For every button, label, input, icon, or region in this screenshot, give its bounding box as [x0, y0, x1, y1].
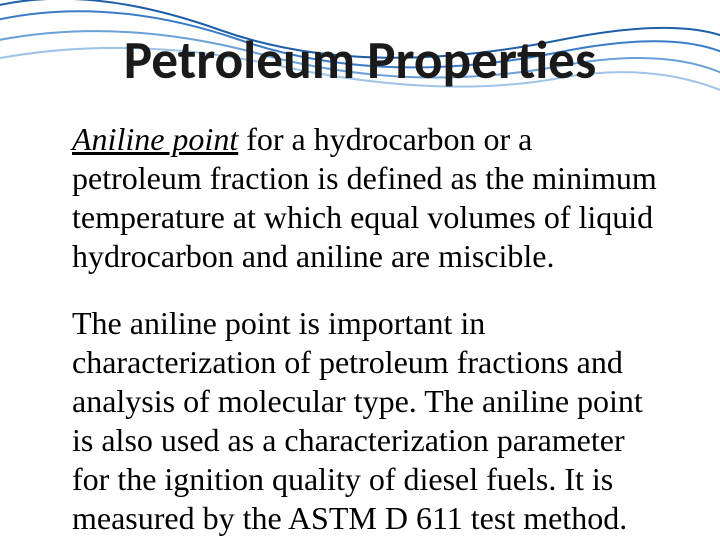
paragraph-1: Aniline point for a hydrocarbon or a pet…: [72, 120, 662, 276]
paragraph-2-before: The aniline point is important in charac…: [72, 305, 656, 540]
paragraph-2: The aniline point is important in charac…: [72, 304, 662, 540]
keyword-aniline-point: Aniline point: [72, 121, 238, 157]
slide-title: Petroleum Properties: [0, 28, 720, 93]
slide-body: Aniline point for a hydrocarbon or a pet…: [72, 120, 662, 540]
